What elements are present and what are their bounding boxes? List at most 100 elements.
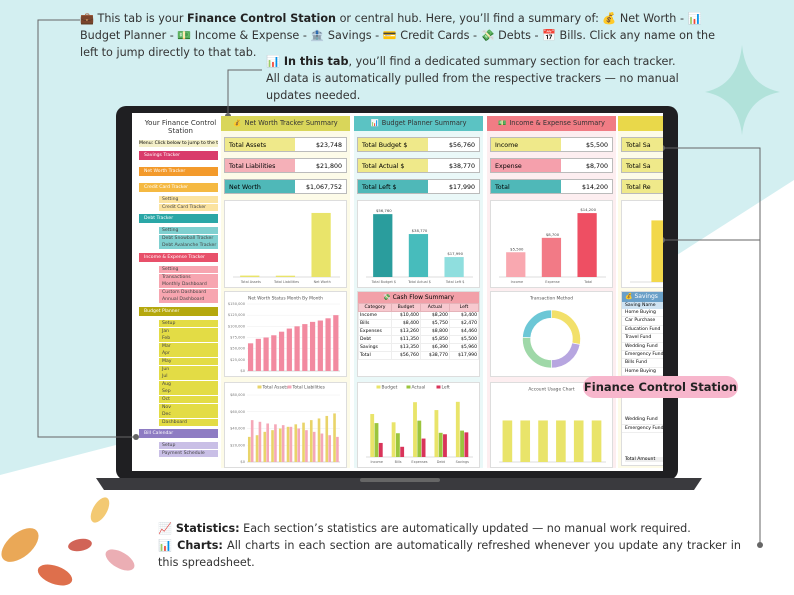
kpi-row: Total Sa [621, 158, 663, 173]
submenu-item[interactable]: Debt Snowball Tracker [159, 234, 218, 242]
chart-box: Net Worth Status Month By Month $0 $25,000… [224, 291, 347, 377]
chart: Total Assets Total Liabilities $0 $20,000 $4… [230, 385, 340, 464]
bar [651, 220, 663, 282]
legend-swatch [287, 385, 292, 389]
bar [577, 213, 597, 277]
text: Cash Flow Summary [392, 294, 454, 301]
list-title: 💰 Savings [622, 292, 663, 302]
bar [305, 430, 308, 462]
kpi-row: Total Re [621, 179, 663, 194]
bold-text: Charts: [172, 539, 223, 552]
text: All charts in each section are automatic… [158, 539, 741, 569]
submenu-item[interactable]: Nov [159, 403, 218, 411]
y-tick-label: $150,000 [228, 302, 246, 306]
submenu-item[interactable]: Oct [159, 396, 218, 403]
submenu-item[interactable]: Setup [159, 442, 218, 450]
kpi-label: Net Worth [225, 180, 296, 193]
bar [274, 424, 277, 462]
list-item: Travel Fund [622, 334, 663, 343]
bar [325, 318, 331, 371]
bar [374, 423, 379, 457]
menu-item[interactable]: Credit Card Tracker [139, 183, 218, 192]
bar [309, 321, 316, 371]
pie-slice [551, 342, 581, 369]
y-tick-label: $0 [240, 460, 245, 464]
bar [320, 433, 324, 462]
submenu-item[interactable]: Setting [159, 227, 218, 235]
submenu-item[interactable]: Monthly Dashboard [159, 281, 218, 289]
submenu-item[interactable]: Annual Dashboard [159, 296, 218, 304]
intro-text: 💼 This tab is your Finance Control Stati… [80, 10, 730, 61]
table-row: Savings $13,350 $6,390 $5,960 [358, 343, 480, 352]
kpi-row: Expense $8,700 [490, 158, 613, 173]
bar [255, 338, 261, 371]
submenu-item[interactable]: Dashboard [159, 418, 218, 426]
legend-swatch [436, 385, 441, 389]
bar [434, 410, 439, 457]
submenu-item[interactable]: May [159, 358, 218, 365]
submenu-item[interactable]: Setup [159, 320, 218, 327]
submenu-item[interactable]: Jun [159, 365, 218, 373]
kpi-row: Net Worth $1,067,752 [224, 179, 347, 194]
x-tick-label: Total Actual $ [407, 280, 431, 284]
icon: 📊 [158, 539, 173, 552]
table-row: Bills $8,400 $5,750 $2,470 [358, 319, 480, 328]
kpi-label: Total Sa [622, 138, 663, 151]
bar [302, 422, 305, 462]
bar [408, 234, 429, 277]
table-cell: $10,400 [390, 311, 421, 320]
submenu-item[interactable]: Jan [159, 327, 218, 335]
submenu-item[interactable]: Debt Avalanche Tracker [159, 242, 218, 250]
footer: 📈 Statistics: Each section’s statistics … [158, 520, 741, 571]
x-tick-label: Bills [395, 460, 402, 464]
menu-item[interactable]: Debt Tracker [139, 214, 218, 224]
submenu-item[interactable]: Apr [159, 350, 218, 358]
menu-item[interactable]: Bill Calendar [139, 429, 218, 439]
kpi-value: $5,500 [585, 142, 608, 149]
kpi-value: $8,700 [585, 163, 608, 170]
kpi-row: Total Assets $23,748 [224, 137, 347, 152]
bar [520, 420, 531, 462]
list-item: Emergency Fund [622, 351, 663, 360]
submenu-item[interactable]: Payment Schedule [159, 450, 218, 457]
bar [255, 435, 259, 462]
submenu-item[interactable]: Custom Dashboard [159, 288, 218, 296]
submenu-item[interactable]: Jul [159, 373, 218, 381]
menu-item[interactable]: Savings Tracker [139, 151, 218, 160]
kpi-value: $14,200 [581, 184, 608, 191]
bar [317, 320, 323, 371]
list-header: Saving Name [622, 302, 663, 309]
menu-item[interactable]: Income & Expense Tracker [139, 253, 218, 262]
table-cell: $8,800 [419, 327, 450, 336]
chart-box: $56,760 Total Budget $ $38,770 Total Actual… [357, 200, 480, 288]
submenu-item[interactable]: Setting [159, 266, 218, 273]
bar [278, 428, 282, 462]
legend-label: Left [442, 385, 451, 391]
bar [266, 423, 269, 462]
table-cell: Left [448, 303, 480, 312]
submenu-item[interactable]: Mar [159, 342, 218, 350]
bar [333, 315, 339, 371]
menu-item[interactable]: Net Worth Tracker [139, 167, 218, 176]
submenu-item[interactable]: Sep [159, 388, 218, 396]
icon: 💰 [625, 293, 633, 300]
bar [460, 430, 465, 457]
panel: 💰 Net Worth Tracker Summary Total Assets $2… [221, 116, 350, 468]
submenu-item[interactable]: Setting [159, 196, 218, 203]
submenu-item[interactable]: Feb [159, 335, 218, 343]
table-header: Category Budget Actual Left [358, 303, 480, 312]
submenu-item[interactable]: Aug [159, 380, 218, 388]
submenu-item[interactable]: Transactions [159, 273, 218, 281]
legend-swatch [376, 385, 381, 389]
submenu-item[interactable]: Dec [159, 411, 218, 419]
bar [573, 420, 584, 462]
panel-title: Net Worth Tracker Summary [244, 119, 338, 127]
list-item: Bills Fund [622, 359, 663, 368]
bar [455, 401, 460, 457]
screen: Your Finance Control Station Menu: Click … [132, 113, 663, 471]
kpi-row: Income $5,500 [490, 137, 613, 152]
submenu-item[interactable]: Credit Card Tracker [159, 203, 218, 211]
table-cell: Budget [390, 303, 421, 312]
menu-item[interactable]: Budget Planner [139, 307, 218, 316]
